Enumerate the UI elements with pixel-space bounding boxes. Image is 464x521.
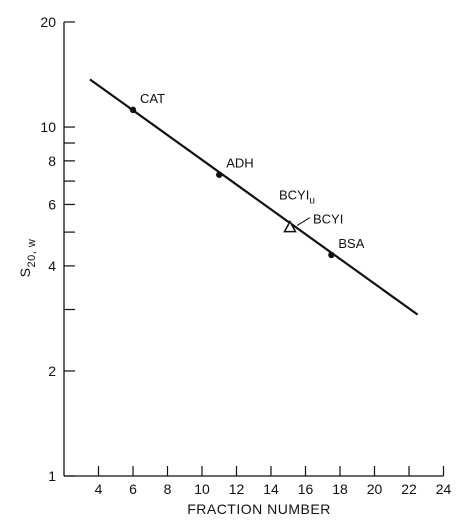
x-tick-label: 12 [229,481,245,497]
y-axis-title-main: S [17,267,33,277]
point-cat [129,106,137,114]
annotation-main: BCYI [279,188,309,203]
y-tick-label: 1 [48,468,56,484]
y-tick-label: 4 [48,258,56,274]
x-tick-label: 10 [194,481,210,497]
y-axis-title: S20, w [17,239,38,278]
y-tick-label: 2 [48,363,56,379]
leader-bcyi [296,217,311,227]
x-tick-label: 4 [95,481,103,497]
y-tick-label: 8 [48,153,56,169]
annotation-subscript: u [309,196,315,207]
x-axis: 4 6 8 10 12 14 16 18 20 22 24 [64,466,451,497]
x-tick-label: 20 [367,481,383,497]
x-tick-label: 14 [263,481,279,497]
point-label-bcyi: BCYI [313,212,343,227]
point-bcyi [283,220,297,233]
x-ticks: 4 6 8 10 12 14 16 18 20 22 24 [95,466,452,497]
x-tick-label: 24 [436,481,452,497]
x-tick-label: 8 [164,481,172,497]
point-label-adh: ADH [226,156,253,171]
x-tick-label: 6 [129,481,137,497]
annotation-bcyiu: BCYIu [279,188,315,207]
point-adh [216,171,223,178]
x-tick-label: 22 [401,481,417,497]
y-tick-label: 6 [48,196,56,212]
y-tick-label: 10 [40,119,56,135]
fit-line [89,78,419,316]
point-bsa [328,251,335,259]
x-tick-label: 18 [332,481,348,497]
y-tick-label: 20 [40,14,56,30]
x-tick-label: 16 [298,481,314,497]
x-axis-title: FRACTION NUMBER [187,501,331,517]
point-label-bsa: BSA [338,236,364,251]
y-axis-title-sub: 20, w [26,239,38,268]
y-axis: 1 2 4 6 8 10 20 [40,14,75,484]
y-ticks: 1 2 4 6 8 10 20 [40,14,75,484]
point-label-cat: CAT [140,91,165,106]
